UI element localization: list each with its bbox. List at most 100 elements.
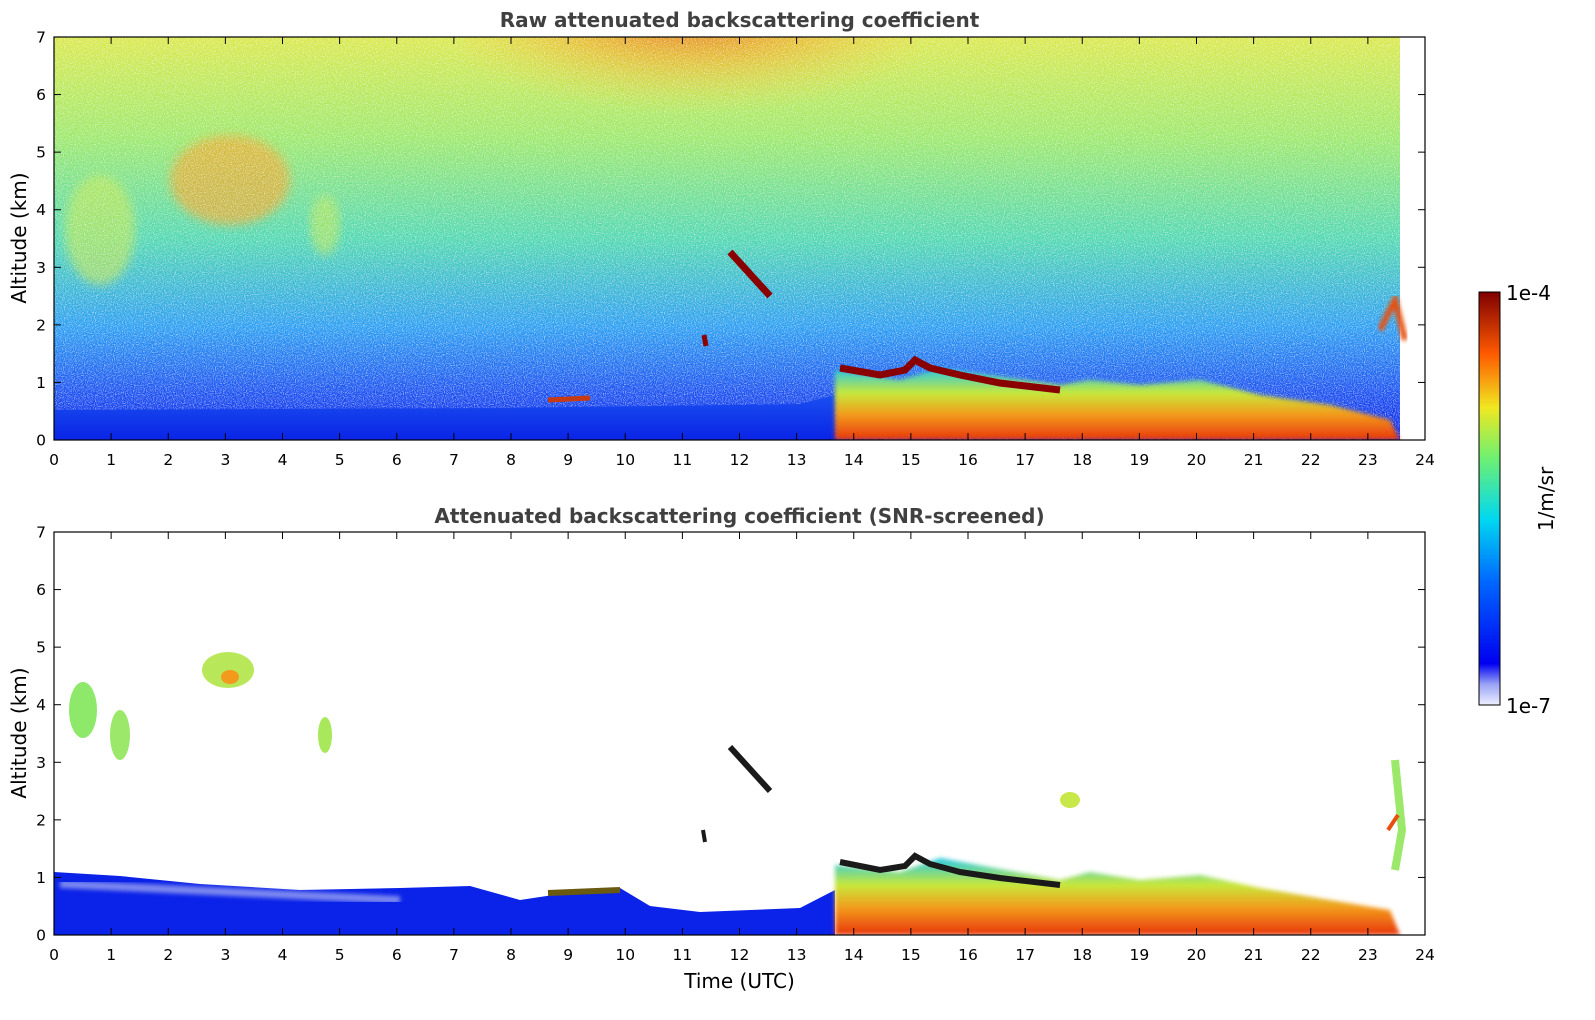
raw-x-tick-label: 2 (163, 451, 173, 469)
raw-x-tick-label: 14 (844, 451, 864, 469)
screened-y-tick-label: 7 (36, 524, 46, 542)
raw-noise-speckle (54, 37, 1425, 440)
raw-y-tick-label: 0 (36, 432, 46, 450)
colorbar-bottom-label: 1e-7 (1506, 694, 1551, 718)
screened-x-tick-label: 1 (106, 946, 116, 964)
raw-panel-title: Raw attenuated backscattering coefficien… (500, 8, 980, 32)
screened-aerosol-layer-9utc (547, 887, 621, 896)
raw-cloud-layer-low (839, 355, 1061, 394)
screened-heatmap (54, 532, 1425, 935)
screened-x-tick-label: 24 (1415, 946, 1435, 964)
screened-x-tick-label: 20 (1187, 946, 1207, 964)
screened-x-tick-label: 0 (49, 946, 59, 964)
raw-y-tick-label: 7 (36, 29, 46, 47)
screened-x-tick-label: 6 (392, 946, 402, 964)
screened-x-tick-label: 23 (1358, 946, 1378, 964)
screened-cloud-layer-low (839, 852, 1061, 888)
screened-cloud-fragment (701, 829, 707, 843)
raw-x-tick-label: 3 (220, 451, 230, 469)
raw-x-tick-label: 24 (1415, 451, 1435, 469)
raw-cloud-streak-12utc (727, 249, 773, 299)
screened-y-tick-label: 5 (36, 639, 46, 657)
raw-cloud-fragment (701, 334, 709, 347)
raw-axes: 0 1 2 3 4 5 6 7 8 9 10 11 12 13 14 15 16 17 18 19 20 21 22 23 24… (36, 29, 1435, 470)
raw-x-tick-label: 15 (901, 451, 921, 469)
screened-x-tick-label: 18 (1072, 946, 1092, 964)
raw-boundary-layer-day (835, 368, 1400, 440)
raw-x-tick-label: 4 (278, 451, 288, 469)
raw-no-data-strip (1400, 37, 1425, 440)
screened-x-tick-label: 2 (163, 946, 173, 964)
raw-y-tick-label: 3 (36, 259, 46, 277)
raw-x-tick-label: 18 (1072, 451, 1092, 469)
raw-x-tick-label: 23 (1358, 451, 1378, 469)
screened-backscatter-panel: Attenuated backscattering coefficient (S… (7, 504, 1435, 993)
screened-cloud-streak-12utc (727, 744, 773, 794)
raw-x-tick-label: 13 (787, 451, 807, 469)
screened-y-tick-label: 3 (36, 754, 46, 772)
screened-y-tick-label: 4 (36, 696, 46, 714)
screened-x-tick-label: 22 (1301, 946, 1321, 964)
raw-y-tick-label: 6 (36, 86, 46, 104)
raw-x-tick-label: 9 (563, 451, 573, 469)
screened-x-tick-label: 5 (335, 946, 345, 964)
raw-x-tick-label: 7 (449, 451, 459, 469)
screened-x-tick-label: 12 (730, 946, 750, 964)
screened-x-tick-label: 15 (901, 946, 921, 964)
screened-y-tick-label: 6 (36, 581, 46, 599)
raw-x-tick-label: 8 (506, 451, 516, 469)
screened-background (54, 532, 1425, 935)
raw-x-tick-label: 17 (1015, 451, 1035, 469)
raw-y-tick-label: 2 (36, 316, 46, 334)
screened-cloud-edge-core (1386, 813, 1400, 832)
screened-x-tick-label: 9 (563, 946, 573, 964)
screened-x-tick-label: 14 (844, 946, 864, 964)
raw-x-tick-label: 22 (1301, 451, 1321, 469)
colorbar: 1e-4 1e-7 1/m/sr (1478, 281, 1558, 718)
screened-aerosol-plume-18utc (1060, 792, 1080, 808)
raw-y-tick-label: 1 (36, 374, 46, 392)
screened-x-tick-label: 13 (787, 946, 807, 964)
screened-boundary-layer-night (54, 872, 835, 935)
screened-panel-title: Attenuated backscattering coefficient (S… (434, 504, 1044, 528)
colorbar-gradient (1478, 291, 1501, 706)
x-axis-label: Time (UTC) (683, 969, 795, 993)
raw-y-axis-label: Altitude (km) (7, 172, 31, 303)
colorbar-unit-label: 1/m/sr (1534, 466, 1558, 531)
screened-aerosol-plume-1utc (110, 710, 130, 760)
raw-x-tick-label: 12 (730, 451, 750, 469)
screened-axes: 0 1 2 3 4 5 6 7 8 9 10 11 12 13 14 15 16 17 18 19 20 21 22 23 24… (36, 524, 1435, 965)
screened-x-tick-label: 21 (1244, 946, 1264, 964)
screened-aerosol-plume-05utc (69, 682, 97, 738)
screened-aerosol-core-3utc (221, 670, 239, 684)
screened-x-tick-label: 16 (958, 946, 978, 964)
screened-x-tick-label: 4 (278, 946, 288, 964)
raw-x-tick-label: 10 (615, 451, 635, 469)
raw-x-tick-label: 5 (335, 451, 345, 469)
raw-x-tick-label: 0 (49, 451, 59, 469)
raw-heatmap (54, 37, 1425, 440)
raw-y-tick-label: 4 (36, 201, 46, 219)
screened-x-tick-label: 17 (1015, 946, 1035, 964)
raw-x-tick-label: 21 (1244, 451, 1264, 469)
raw-x-tick-label: 16 (958, 451, 978, 469)
screened-aerosol-plume-3utc (202, 652, 254, 688)
screened-x-tick-label: 7 (449, 946, 459, 964)
screened-cloud-edge-23utc (1391, 759, 1407, 871)
screened-residual-layer (59, 880, 401, 904)
screened-x-tick-label: 19 (1130, 946, 1150, 964)
screened-y-tick-label: 0 (36, 927, 46, 945)
raw-aerosol-layer-9utc (547, 395, 591, 403)
screened-y-tick-label: 1 (36, 869, 46, 887)
raw-boundary-layer-night (54, 395, 835, 440)
raw-x-tick-label: 20 (1187, 451, 1207, 469)
screened-y-tick-label: 2 (36, 811, 46, 829)
screened-x-tick-label: 10 (615, 946, 635, 964)
screened-x-tick-label: 8 (506, 946, 516, 964)
raw-x-tick-label: 1 (106, 451, 116, 469)
raw-x-tick-label: 6 (392, 451, 402, 469)
raw-x-tick-label: 11 (673, 451, 693, 469)
raw-y-tick-label: 5 (36, 144, 46, 162)
screened-x-tick-label: 11 (673, 946, 693, 964)
